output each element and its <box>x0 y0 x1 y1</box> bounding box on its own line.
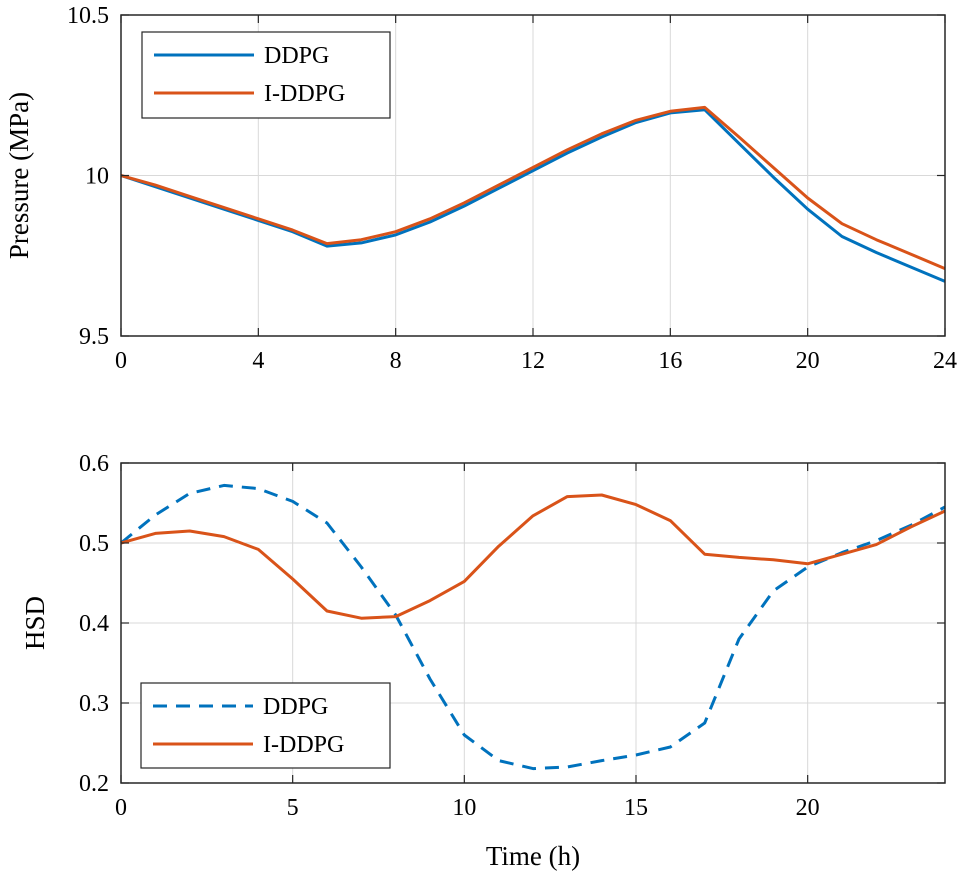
hsd-x-tick-label: 20 <box>796 795 820 821</box>
hsd-series-line-ddpg <box>120 483 946 771</box>
hsd-legend: DDPG I-DDPG <box>140 682 391 769</box>
pressure-legend: DDPG I-DDPG <box>141 31 391 119</box>
hsd-x-tick-label: 5 <box>287 795 299 821</box>
pressure-series-line-ddpg <box>120 108 946 283</box>
hsd-x-tick-label: 15 <box>624 795 648 821</box>
pressure-x-tick-label: 12 <box>521 348 545 374</box>
hsd-x-tick-label: 0 <box>115 795 127 821</box>
hsd-series-line-i-ddpg <box>120 493 946 620</box>
pressure-y-tick-label: 10.5 <box>67 3 109 29</box>
hsd-y-axis-title: HSD <box>20 596 50 650</box>
pressure-y-tick-label: 10 <box>85 164 109 190</box>
hsd-legend-label-ddpg: DDPG <box>263 694 328 720</box>
pressure-legend-label-ddpg: DDPG <box>264 43 329 69</box>
pressure-x-tick-label: 8 <box>390 348 402 374</box>
pressure-x-tick-label: 0 <box>115 348 127 374</box>
hsd-legend-box <box>140 682 391 769</box>
pressure-chart: 0 4 8 12 16 20 24 9.5 10 10.5 Pressure (MPa) DDPG I-… <box>4 3 957 374</box>
pressure-x-tick-label: 4 <box>252 348 264 374</box>
hsd-y-tick-label: 0.5 <box>79 531 109 557</box>
pressure-series-line-i-ddpg <box>120 105 946 270</box>
pressure-y-axis-title: Pressure (MPa) <box>4 92 34 259</box>
hsd-x-axis-title: Time (h) <box>486 841 580 871</box>
pressure-legend-box <box>141 31 391 119</box>
pressure-x-tick-label: 16 <box>658 348 682 374</box>
hsd-legend-label-i-ddpg: I-DDPG <box>263 732 344 758</box>
pressure-y-tick-label: 9.5 <box>79 324 109 350</box>
pressure-legend-label-i-ddpg: I-DDPG <box>264 81 345 107</box>
pressure-x-tick-label: 24 <box>933 348 957 374</box>
hsd-y-tick-label: 0.4 <box>79 611 109 637</box>
pressure-x-tick-label: 20 <box>796 348 820 374</box>
hsd-y-tick-label: 0.2 <box>79 771 109 797</box>
hsd-x-tick-label: 10 <box>452 795 476 821</box>
hsd-chart: 0 5 10 15 20 0.2 0.3 0.4 0.5 0.6 HSD Time (h) DDPG I-… <box>20 451 946 871</box>
hsd-y-tick-label: 0.3 <box>79 691 109 717</box>
hsd-y-tick-label: 0.6 <box>79 451 109 477</box>
